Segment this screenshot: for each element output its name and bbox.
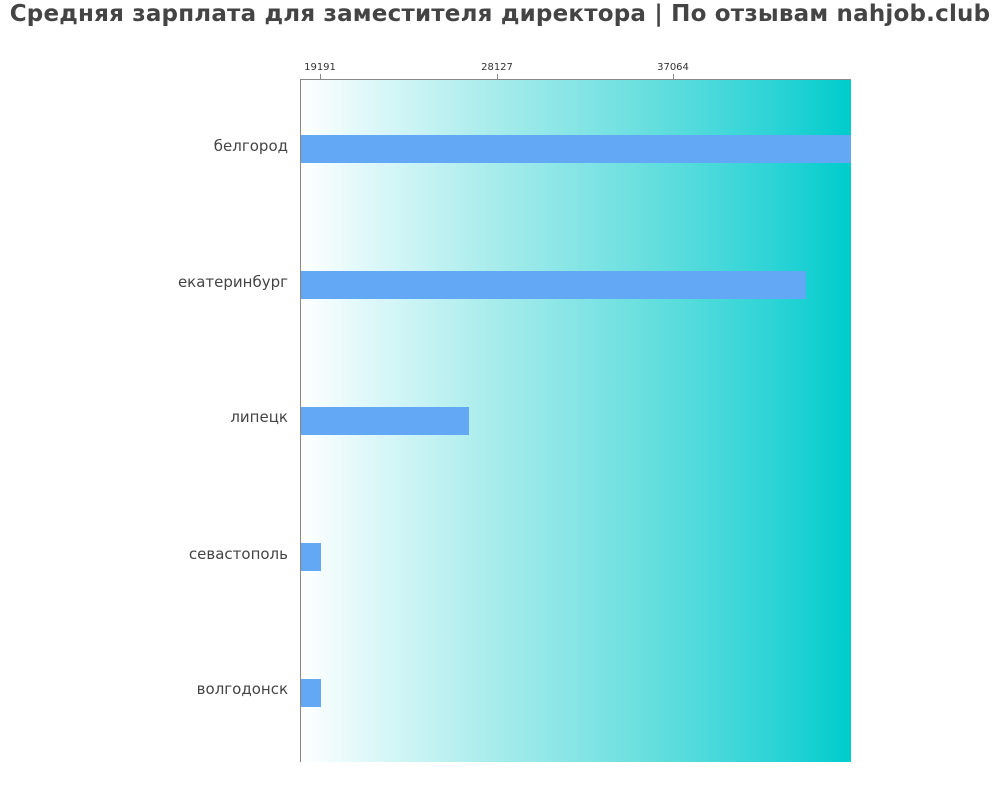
category-label: волгодонск — [196, 680, 288, 698]
x-tick-label: 28127 — [481, 62, 513, 73]
category-label: липецк — [230, 408, 288, 426]
bar — [301, 407, 470, 435]
y-axis-line — [300, 79, 301, 762]
x-tick-label: 19191 — [304, 62, 336, 73]
bar — [301, 679, 321, 707]
category-label: белгород — [213, 137, 288, 155]
x-tick-mark — [320, 74, 321, 79]
category-label: севастополь — [188, 545, 288, 563]
category-label: екатеринбург — [177, 273, 288, 291]
chart-title: Средняя зарплата для заместителя директо… — [9, 1, 991, 27]
x-tick-mark — [673, 74, 674, 79]
bar — [301, 135, 851, 163]
bar — [301, 543, 321, 571]
x-tick-label: 37064 — [657, 62, 689, 73]
x-axis-line — [300, 79, 851, 80]
bar — [301, 271, 806, 299]
x-tick-mark — [497, 74, 498, 79]
